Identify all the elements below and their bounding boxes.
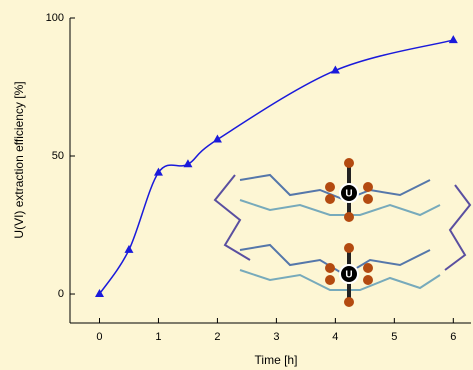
x-tick-label: 3 xyxy=(273,331,279,343)
chart: U U U(VI) extraction efficiency [%] Time… xyxy=(0,0,473,370)
y-tick-label: 100 xyxy=(46,12,64,24)
y-tick-label: 0 xyxy=(58,288,64,300)
x-tick-label: 5 xyxy=(391,331,397,343)
u-atom-label: U xyxy=(345,189,352,200)
x-tick-label: 1 xyxy=(155,331,161,343)
background xyxy=(0,0,473,370)
u-atom-label: U xyxy=(345,270,352,281)
x-tick-label: 2 xyxy=(214,331,220,343)
y-axis-label: U(VI) extraction efficiency [%] xyxy=(12,81,26,238)
y-tick-label: 50 xyxy=(52,150,64,162)
x-tick-label: 0 xyxy=(96,331,102,343)
x-tick-label: 6 xyxy=(450,331,456,343)
page: U U U(VI) extraction efficiency [%] Time… xyxy=(0,0,473,370)
x-tick-label: 4 xyxy=(332,331,338,343)
x-axis-label: Time [h] xyxy=(255,353,298,367)
